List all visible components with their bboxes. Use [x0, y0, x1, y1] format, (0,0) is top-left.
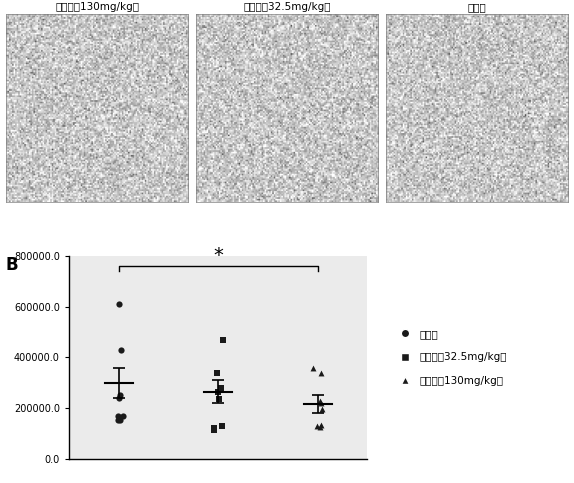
Point: [316, 397, 325, 404]
Title: 桂皮醛（32.5mg/kg）: 桂皮醛（32.5mg/kg）: [243, 2, 331, 13]
Point: [118, 412, 127, 420]
Text: B: B: [6, 256, 18, 274]
Point: [216, 384, 226, 392]
Point: [317, 399, 326, 407]
Point: [210, 425, 219, 432]
Point: [214, 396, 223, 403]
Point: [316, 421, 325, 428]
Point: [308, 364, 317, 371]
Legend: 模型组, 桂皮醛（32.5mg/kg）, 桂皮醛（130mg/kg）: 模型组, 桂皮醛（32.5mg/kg）, 桂皮醛（130mg/kg）: [390, 325, 511, 390]
Point: [114, 416, 123, 424]
Point: [210, 426, 219, 434]
Point: [214, 388, 223, 396]
Point: [316, 423, 325, 431]
Title: 模型组: 模型组: [468, 2, 486, 13]
Point: [212, 369, 222, 377]
Point: [116, 346, 125, 354]
Point: [218, 336, 227, 343]
Point: [115, 392, 124, 399]
Point: [218, 422, 227, 430]
Title: 桂皮醛（130mg/kg）: 桂皮醛（130mg/kg）: [55, 2, 139, 13]
Point: [115, 416, 125, 424]
Point: [114, 394, 123, 402]
Point: [113, 412, 122, 420]
Point: [313, 422, 322, 430]
Point: [115, 300, 124, 308]
Text: *: *: [213, 246, 223, 265]
Point: [316, 369, 325, 377]
Point: [318, 406, 327, 413]
